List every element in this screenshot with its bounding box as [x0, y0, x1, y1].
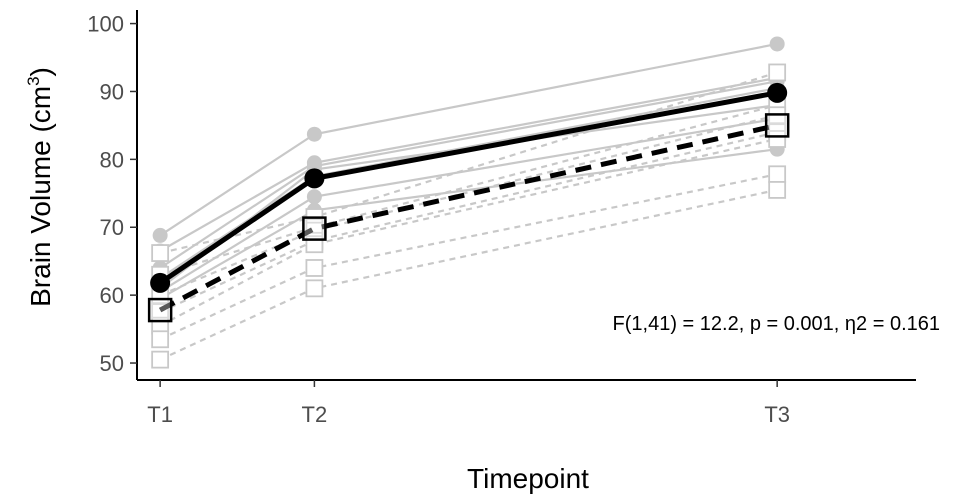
- y-tick-label: 60: [100, 283, 124, 308]
- participant-point-circle: [306, 126, 322, 142]
- x-tick-label: T2: [302, 402, 328, 427]
- mean-line-dashed: [158, 122, 778, 313]
- mean-point-circle: [767, 82, 788, 103]
- participant-point-square: [151, 244, 170, 262]
- participant-point-square: [768, 63, 787, 82]
- mean-point-square: [302, 216, 327, 241]
- participant-point-square: [151, 350, 170, 369]
- mean-line-solid: [158, 90, 778, 285]
- participant-point-square: [151, 330, 170, 349]
- stats-annotation: F(1,41) = 12.2, p = 0.001, η2 = 0.161: [613, 313, 940, 335]
- y-tick-label: 80: [100, 147, 124, 172]
- x-tick-label: T3: [764, 402, 790, 427]
- x-axis-title: Timepoint: [467, 463, 589, 494]
- mean-markers: [147, 82, 790, 323]
- y-tick-label: 50: [100, 351, 124, 376]
- mean-point-square: [147, 297, 173, 323]
- participant-point-square: [768, 181, 787, 199]
- participant-point-square: [768, 165, 787, 184]
- x-tick-label: T1: [147, 402, 173, 427]
- y-tick-label: 90: [100, 79, 124, 104]
- y-axis-title: Brain Volume (cm3): [24, 67, 56, 307]
- y-axis-ticks: 50 60 70 80 90 100: [87, 12, 137, 376]
- participant-point-square: [305, 259, 324, 277]
- participant-point-circle: [152, 227, 168, 243]
- y-tick-label: 70: [100, 215, 124, 240]
- y-axis-title-main: Brain Volume (cm: [25, 86, 56, 307]
- participant-line-solid: [159, 86, 778, 280]
- mean-point-square: [764, 113, 790, 138]
- y-axis-title-superscript: 3: [24, 76, 43, 85]
- y-tick-label: 100: [87, 12, 124, 37]
- participant-line-dashed: [159, 137, 778, 327]
- participant-point-square: [768, 130, 787, 148]
- mean-point-circle: [304, 168, 325, 189]
- participant-point-square: [305, 279, 324, 298]
- x-axis-ticks: T1 T2 T3: [147, 380, 790, 427]
- participant-point-circle: [769, 36, 785, 52]
- participant-line-dashed: [159, 71, 778, 255]
- mean-point-circle: [150, 272, 171, 293]
- y-axis-title-close: ): [25, 67, 56, 76]
- participant-point-circle: [306, 189, 322, 205]
